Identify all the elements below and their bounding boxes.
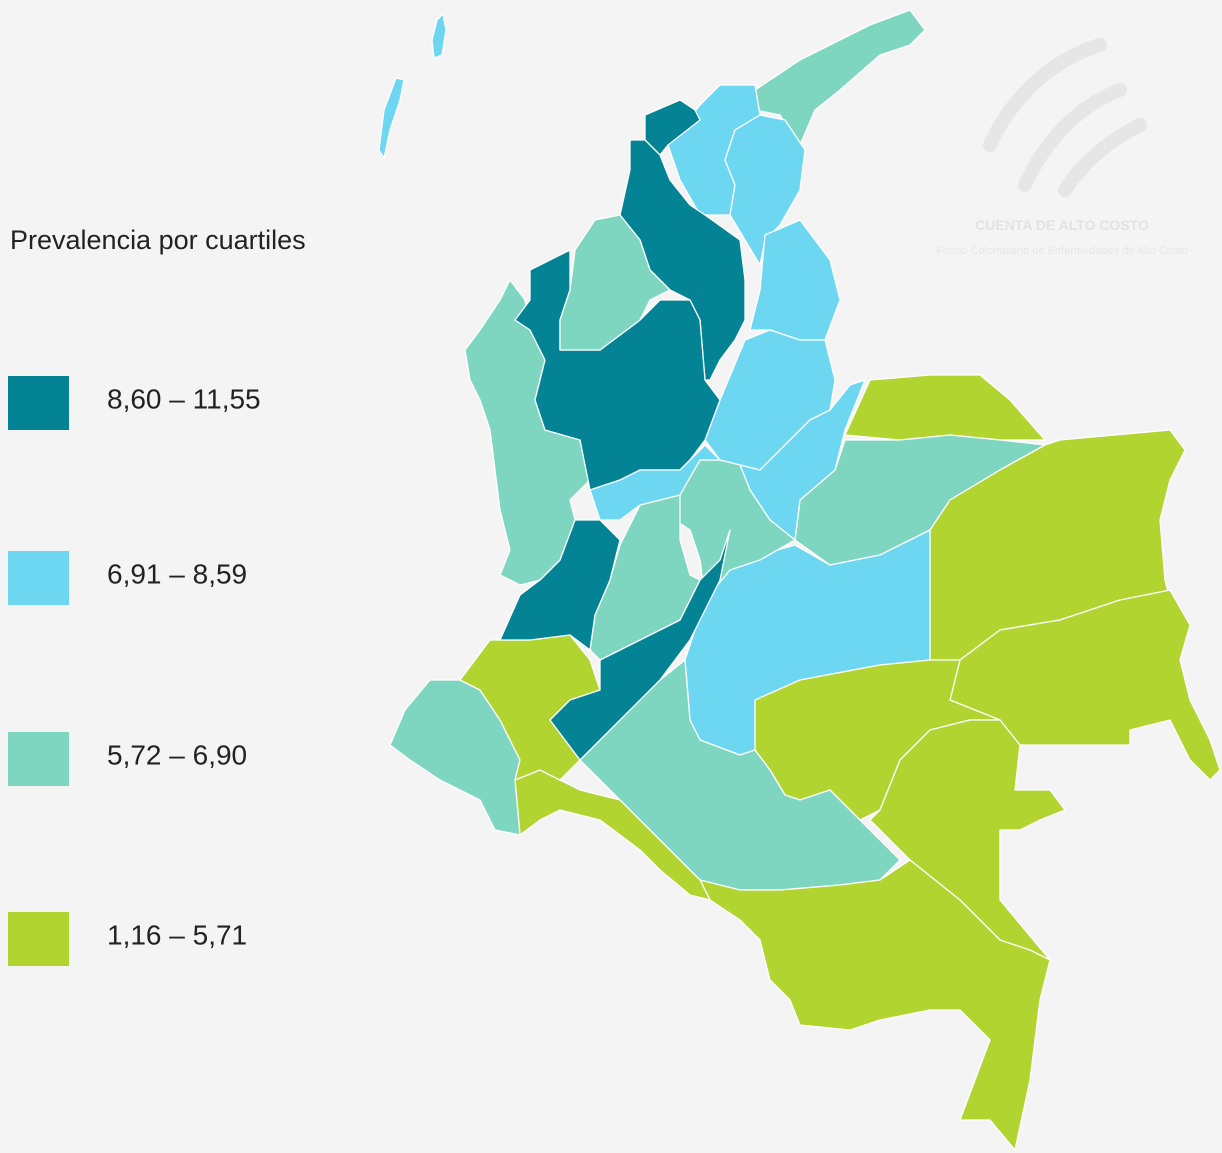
- region: [549, 529, 731, 761]
- watermark-arc: [1058, 118, 1147, 197]
- legend-label: 5,72 – 6,90: [107, 739, 247, 770]
- region: [464, 279, 591, 586]
- region: [514, 769, 711, 901]
- island: [431, 13, 447, 59]
- watermark-name: CUENTA DE ALTO COSTO: [975, 217, 1149, 233]
- watermark-subtitle: Fondo Colombiano de Enfermedades de Alto…: [936, 245, 1187, 257]
- region: [699, 859, 1051, 1151]
- legend-swatch: [8, 732, 69, 786]
- watermark-arc: [983, 38, 1107, 152]
- region: [589, 444, 721, 521]
- legend-label: 8,60 – 11,55: [107, 383, 261, 414]
- map: [378, 9, 1221, 1151]
- watermark: [983, 38, 1147, 197]
- region: [674, 459, 796, 601]
- region: [619, 139, 746, 381]
- legend-label: 6,91 – 8,59: [107, 558, 247, 589]
- legend-swatch: [8, 551, 69, 605]
- region: [844, 374, 1046, 441]
- legend-title: Prevalencia por cuartiles: [10, 225, 306, 255]
- region: [559, 214, 671, 351]
- region: [754, 9, 926, 146]
- island: [378, 77, 405, 159]
- legend-swatch: [8, 912, 69, 966]
- legend: 8,60 – 11,55 6,91 – 8,59 5,72 – 6,90 1,16 –…: [8, 376, 261, 966]
- watermark-arc: [1018, 83, 1127, 192]
- legend-swatch: [8, 376, 69, 430]
- legend-label: 1,16 – 5,71: [107, 919, 247, 950]
